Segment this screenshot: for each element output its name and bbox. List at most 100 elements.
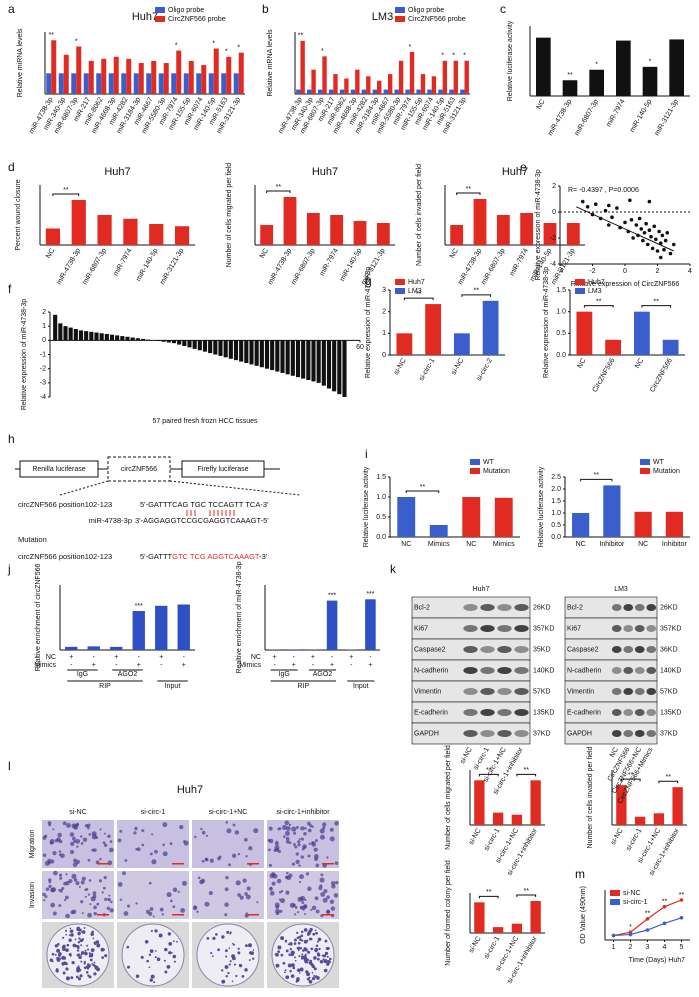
cell (162, 822, 168, 828)
section-label: RIP (99, 683, 111, 690)
colony (241, 975, 245, 978)
colony (248, 959, 251, 961)
bar (65, 646, 78, 650)
bar (634, 816, 646, 825)
colony (297, 941, 301, 945)
cell (48, 823, 51, 827)
colony (315, 931, 318, 935)
panel-letter: m (575, 867, 585, 881)
colony (49, 958, 53, 962)
y-axis-label: Relative mRNA levels (267, 29, 274, 97)
scatter-point (645, 242, 650, 247)
cell (285, 839, 290, 844)
bar (366, 76, 371, 94)
cell (58, 889, 61, 892)
cell (42, 835, 47, 840)
cell (267, 838, 271, 842)
colony (93, 941, 97, 945)
y-tick-label: 1.5 (376, 474, 386, 481)
scale-bar (247, 914, 259, 916)
cell (96, 902, 100, 906)
treatment-sign: + (92, 662, 96, 669)
colony (310, 962, 313, 966)
x-tick-label: 2 (656, 268, 660, 275)
blot-band (480, 730, 495, 737)
bar (301, 340, 306, 379)
cell (65, 913, 70, 919)
bar (264, 340, 270, 369)
legend-label: Mutation (653, 468, 680, 475)
colony (172, 940, 175, 942)
colony (56, 942, 60, 946)
cell (166, 892, 172, 898)
bar (460, 89, 465, 94)
colony (229, 931, 232, 934)
colony (292, 951, 295, 954)
cell (50, 859, 55, 864)
bar (397, 497, 416, 537)
group-label: AGO2 (313, 671, 333, 678)
cell (275, 905, 280, 909)
colony (69, 954, 72, 957)
significance: ** (486, 889, 492, 896)
x-tick-label: 4 (688, 268, 692, 275)
seq-part: -3' (259, 552, 268, 561)
series-point (662, 921, 667, 926)
cell (234, 830, 240, 835)
bar (438, 89, 443, 94)
cell (285, 875, 289, 879)
blot-title: LM3 (614, 586, 628, 593)
x-tick-label: NC (401, 541, 411, 548)
colony (275, 963, 280, 968)
scatter-point (629, 218, 634, 222)
colony (287, 963, 292, 968)
treatment-sign: + (349, 654, 353, 661)
colony (306, 977, 310, 981)
cell (330, 906, 336, 911)
colony (51, 952, 55, 956)
bar (361, 89, 367, 94)
bar (328, 89, 334, 94)
legend-swatch (640, 468, 650, 474)
bar (482, 300, 499, 355)
blot-band (463, 688, 478, 695)
colony (65, 976, 70, 981)
colony (78, 928, 82, 932)
bracket (266, 190, 291, 193)
blot-band (480, 604, 495, 611)
legend-label: Huh7 (408, 279, 425, 286)
cell (91, 834, 97, 840)
colony (311, 976, 316, 981)
bar (53, 314, 58, 341)
colony (293, 942, 297, 945)
pairing-ticks (186, 510, 235, 516)
cell (52, 911, 57, 916)
bar (254, 340, 259, 366)
bar (377, 80, 382, 94)
bar (146, 73, 152, 94)
bar (344, 78, 349, 94)
blot-size: 140KD (660, 667, 681, 674)
colony (80, 944, 83, 947)
cell (75, 881, 80, 886)
colony (296, 968, 301, 973)
cell (334, 861, 339, 865)
cell (63, 898, 67, 902)
bar (350, 89, 356, 94)
colony (153, 981, 156, 984)
blot-row-label: N-cadherin (567, 667, 601, 674)
colony (274, 953, 277, 956)
scatter-point (657, 229, 661, 234)
bracket (583, 305, 614, 308)
bar (68, 327, 73, 341)
colony (62, 936, 65, 939)
bar (108, 73, 114, 94)
treatment-sign: + (114, 654, 118, 661)
cell (81, 876, 86, 881)
bar (566, 223, 580, 245)
colony (237, 947, 240, 950)
cell (159, 907, 164, 912)
cell (225, 875, 229, 880)
colony (77, 965, 80, 968)
colony (171, 951, 173, 954)
